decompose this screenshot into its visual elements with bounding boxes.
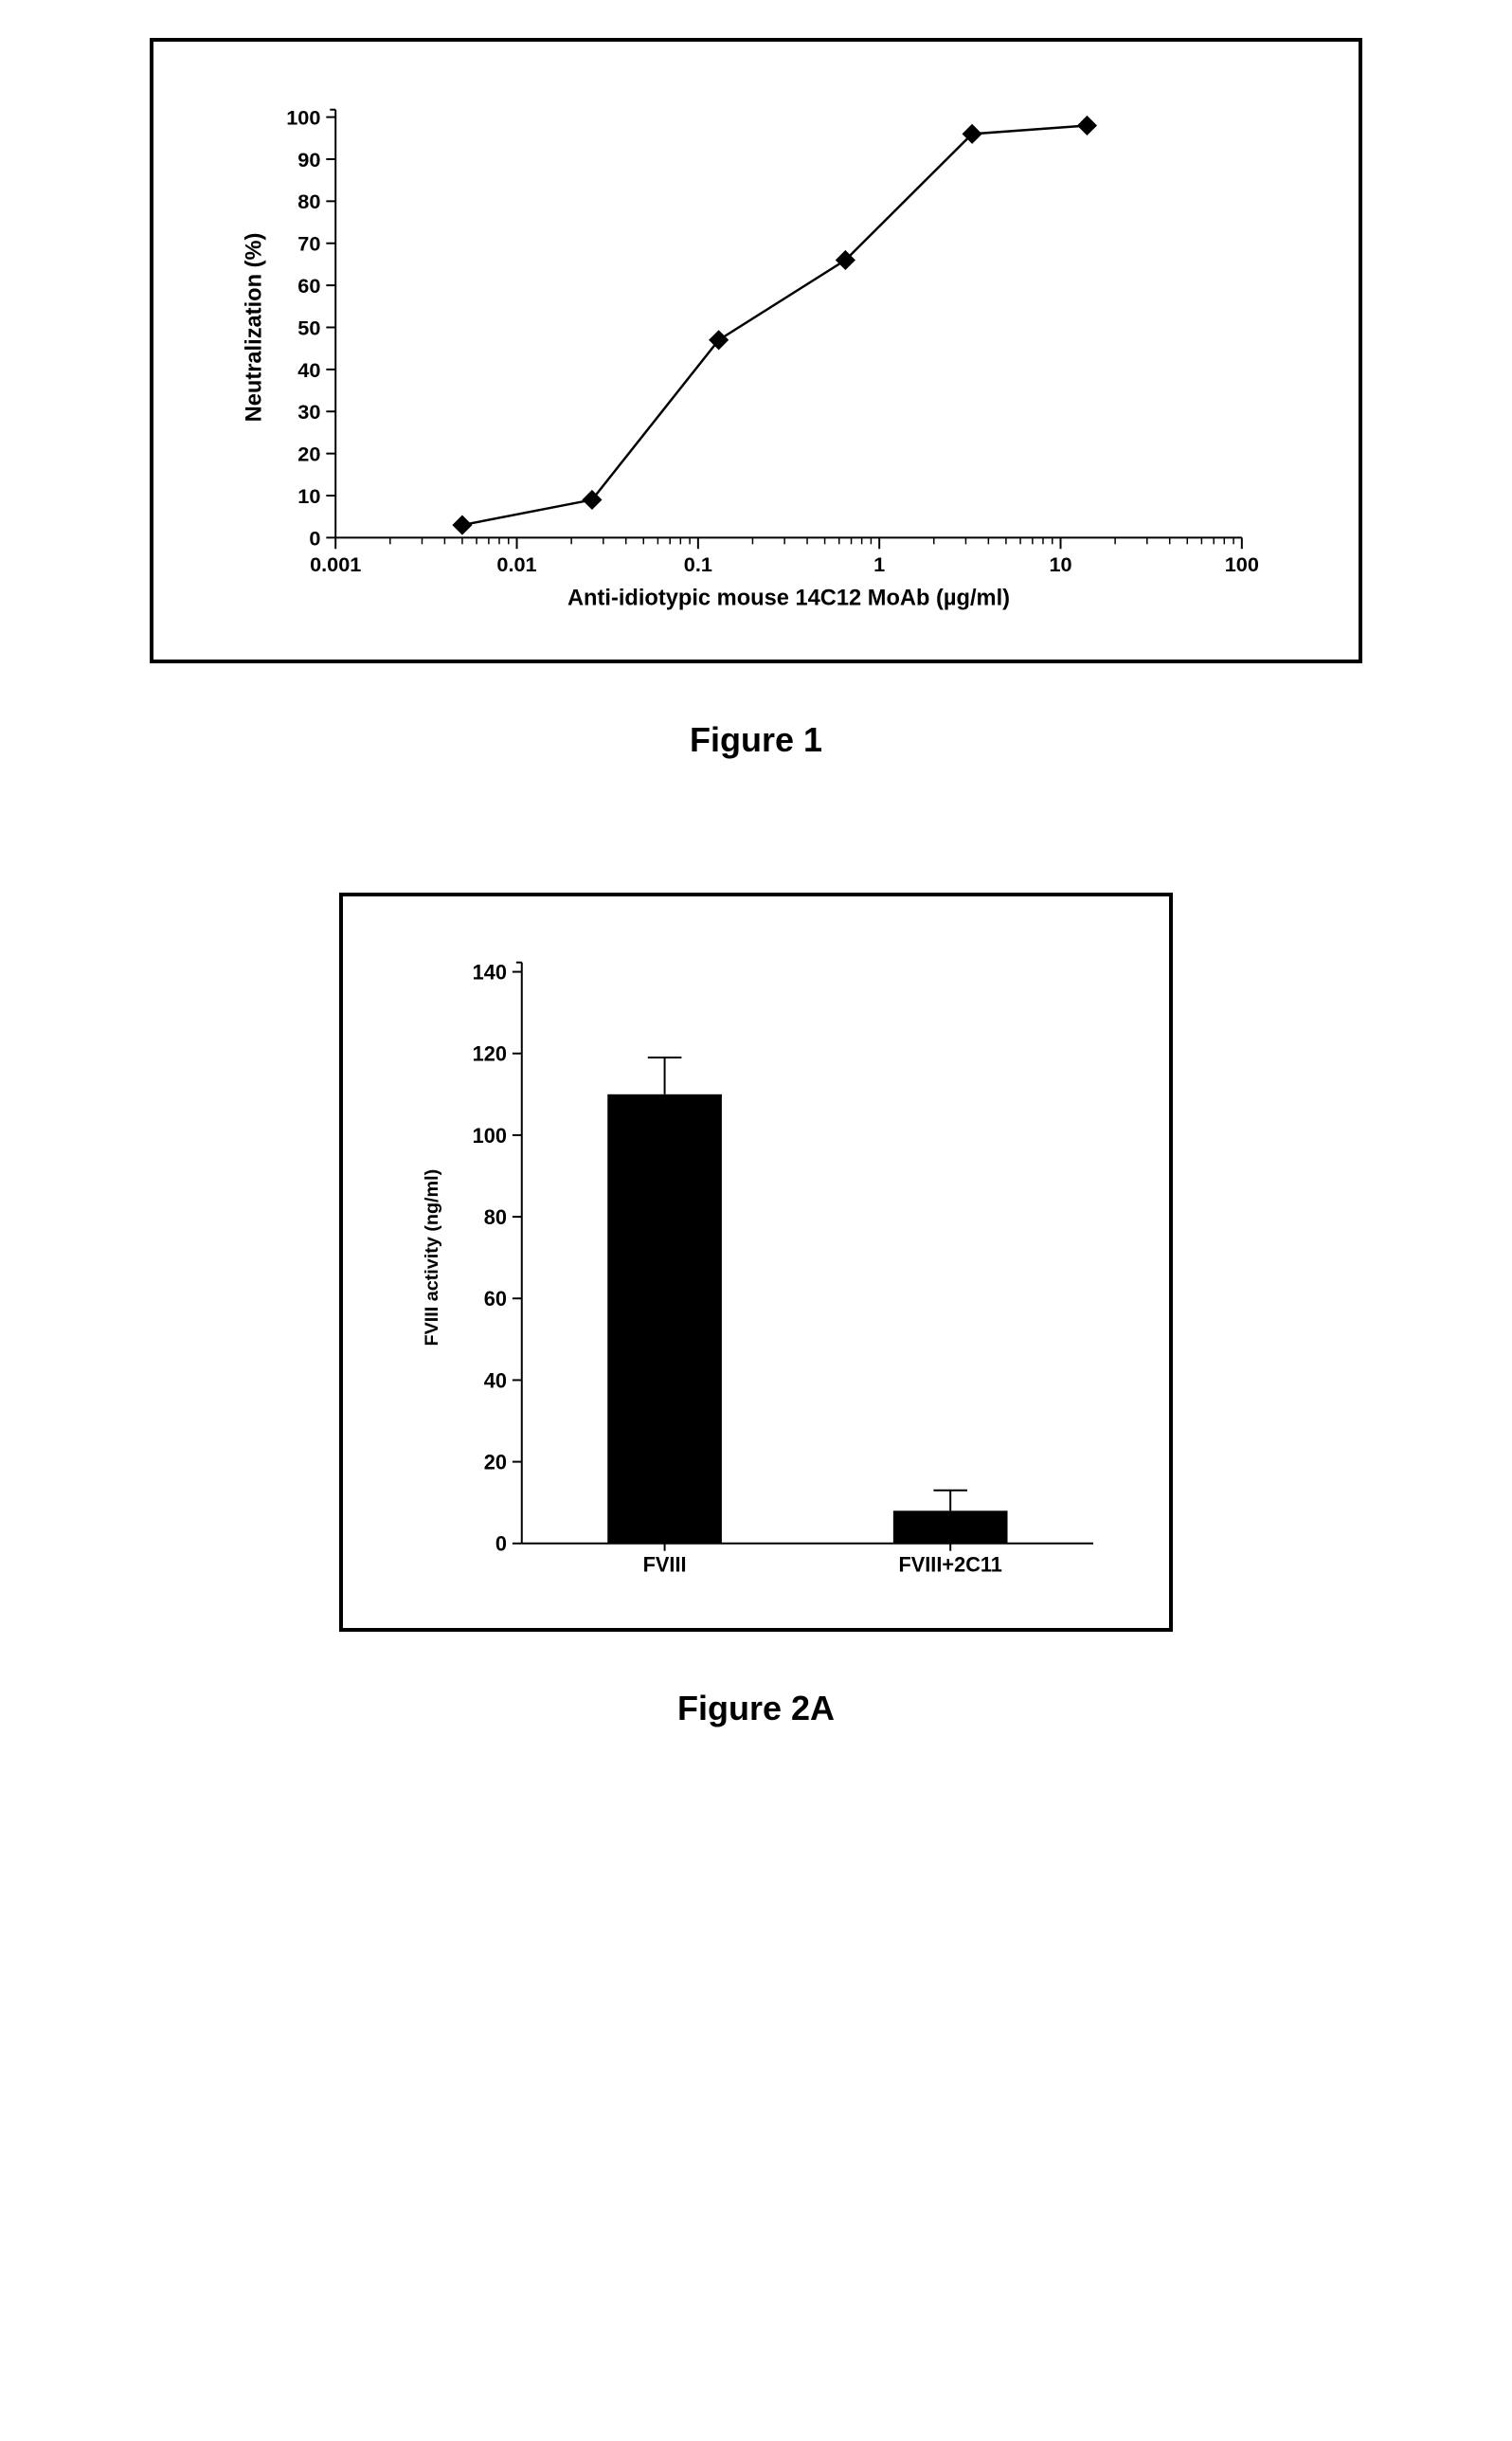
figure-1-frame: 0 10 20 30 40 50 60 70 80 90 100 0.001 0.01 0.1 1 10 100… xyxy=(150,38,1362,663)
svg-text:100: 100 xyxy=(1225,552,1259,576)
figure-1-container: 0 10 20 30 40 50 60 70 80 90 100 0.001 0.01 0.1 1 10 100… xyxy=(150,38,1362,760)
figure-2a-caption: Figure 2A xyxy=(339,1689,1173,1728)
figure-2a-container: 0 20 40 60 80 100 120 140 FVIII activity (ng/ml)… xyxy=(339,893,1173,1728)
svg-text:70: 70 xyxy=(297,232,320,256)
svg-text:30: 30 xyxy=(297,400,320,424)
figure-1-chart: 0 10 20 30 40 50 60 70 80 90 100 0.001 0.01 0.1 1 10 100… xyxy=(210,89,1302,631)
svg-text:80: 80 xyxy=(297,190,320,213)
svg-text:FVIII: FVIII xyxy=(643,1552,687,1576)
svg-text:0: 0 xyxy=(309,526,320,550)
svg-text:100: 100 xyxy=(286,105,320,129)
svg-text:10: 10 xyxy=(297,484,320,508)
svg-text:90: 90 xyxy=(297,148,320,172)
svg-text:1: 1 xyxy=(873,552,885,576)
figure-2a-chart: 0 20 40 60 80 100 120 140 FVIII activity (ng/ml)… xyxy=(381,934,1131,1609)
svg-text:FVIII+2C11: FVIII+2C11 xyxy=(898,1552,1001,1576)
svg-text:100: 100 xyxy=(473,1124,507,1148)
svg-text:60: 60 xyxy=(484,1287,507,1311)
figure-2a-frame: 0 20 40 60 80 100 120 140 FVIII activity (ng/ml)… xyxy=(339,893,1173,1632)
svg-text:Neutralization (%): Neutralization (%) xyxy=(242,233,266,423)
svg-text:FVIII activity (ng/ml): FVIII activity (ng/ml) xyxy=(422,1169,442,1347)
svg-text:60: 60 xyxy=(297,274,320,298)
svg-text:0.01: 0.01 xyxy=(496,552,536,576)
svg-text:140: 140 xyxy=(473,960,507,984)
figure-1-caption: Figure 1 xyxy=(150,720,1362,760)
svg-text:50: 50 xyxy=(297,316,320,339)
svg-text:80: 80 xyxy=(484,1205,507,1229)
svg-text:Anti-idiotypic mouse 14C12 MoA: Anti-idiotypic mouse 14C12 MoAb (µg/ml) xyxy=(567,586,1010,610)
svg-text:40: 40 xyxy=(297,358,320,382)
svg-text:10: 10 xyxy=(1049,552,1071,576)
svg-text:120: 120 xyxy=(473,1042,507,1066)
svg-text:40: 40 xyxy=(484,1368,507,1392)
svg-text:0.001: 0.001 xyxy=(310,552,361,576)
svg-text:20: 20 xyxy=(484,1451,507,1474)
svg-text:0.1: 0.1 xyxy=(684,552,712,576)
svg-text:20: 20 xyxy=(297,443,320,466)
svg-text:0: 0 xyxy=(495,1532,507,1556)
